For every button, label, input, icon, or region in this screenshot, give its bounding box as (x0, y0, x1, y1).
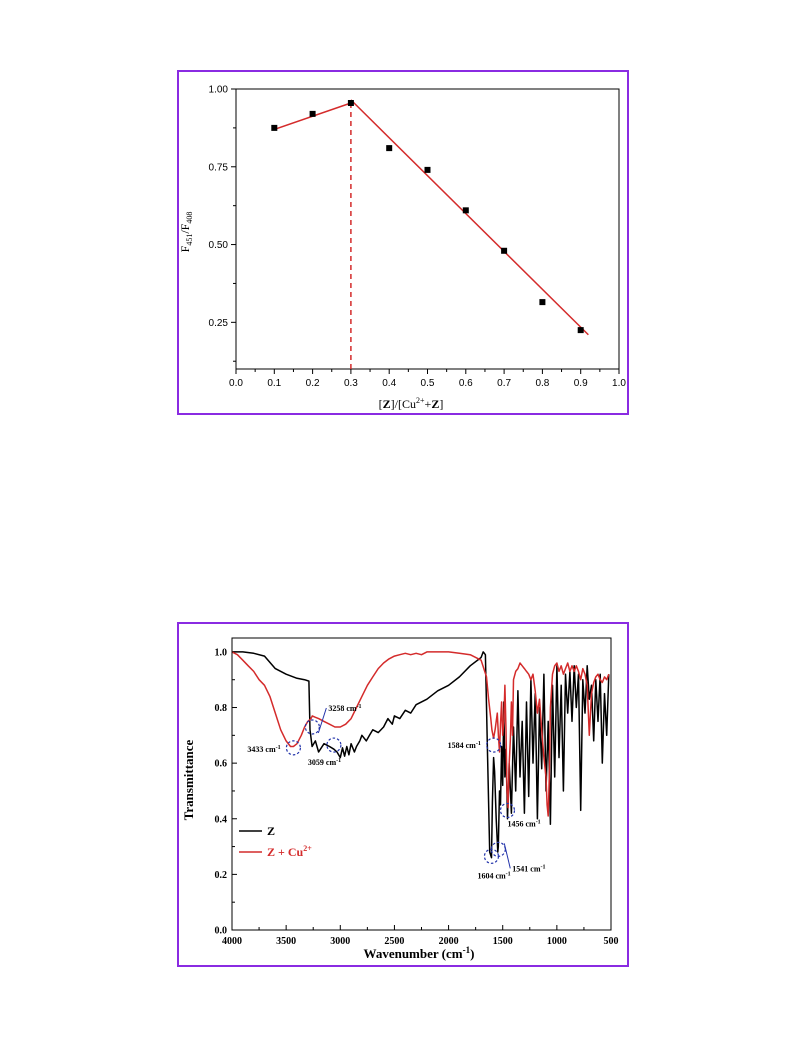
data-point (462, 207, 469, 214)
peak-label: 1604 cm-1 (477, 871, 510, 880)
data-point (424, 166, 431, 173)
peak-label: 3433 cm-1 (247, 745, 280, 754)
peak-label: 1456 cm-1 (507, 819, 540, 828)
ir-x-tick-label: 3000 (330, 936, 350, 947)
data-point (271, 124, 278, 131)
peak-label: 1584 cm-1 (448, 741, 481, 750)
ir-y-tick-label: 0.0 (215, 926, 228, 937)
job-plot-y-axis-title: F451/F408 (179, 212, 194, 253)
ir-series-line (231, 651, 610, 817)
peak-label: 3258 cm-1 (328, 704, 361, 713)
x-tick-label: 0.8 (535, 378, 549, 389)
ir-x-tick-label: 4000 (222, 936, 242, 947)
job-plot-x-axis-title: [Z]/[Cu2++Z] (379, 396, 444, 411)
x-tick-label: 0.2 (306, 378, 320, 389)
x-tick-label: 1.0 (612, 378, 626, 389)
peak-arrow (503, 843, 511, 869)
x-tick-label: 0.3 (344, 378, 358, 389)
data-point (539, 299, 546, 306)
peak-label: 1541 cm-1 (512, 864, 545, 873)
x-tick-label: 0.0 (229, 378, 243, 389)
x-tick-label: 0.4 (382, 378, 396, 389)
peak-highlight-circle (304, 719, 320, 735)
y-tick-label: 0.50 (209, 240, 229, 251)
ir-legend: Z Z + Cu2+ (239, 824, 312, 859)
ir-y-tick-label: 1.0 (215, 647, 228, 658)
ir-x-tick-label: 2000 (439, 936, 459, 947)
ir-x-tick-label: 500 (604, 936, 619, 947)
ir-x-tick-label: 1000 (547, 936, 567, 947)
peak-arrow (317, 707, 327, 734)
ir-y-axis-title: Transmittance (181, 739, 196, 820)
y-tick-label: 0.25 (209, 318, 229, 329)
legend-z-label: Z (267, 824, 275, 838)
ir-y-tick-label: 0.2 (215, 870, 228, 881)
peak-highlight-circle (285, 740, 301, 756)
ir-x-tick-label: 1500 (493, 936, 513, 947)
ir-y-tick-label: 0.8 (215, 703, 228, 714)
ir-spectrum-chart: Transmittance Wavenumber (cm-1) Z Z + Cu… (181, 637, 619, 961)
y-tick-label: 0.75 (209, 162, 229, 173)
job-plot-panel: F451/F408 [Z]/[Cu2++Z] 0.0 0.1 0.2 0.3 0.4 0.… (177, 70, 629, 415)
y-tick-label: 1.00 (209, 85, 229, 96)
ir-spectrum-panel: Transmittance Wavenumber (cm-1) Z Z + Cu… (177, 622, 629, 967)
data-point (309, 110, 316, 117)
x-tick-label: 0.7 (497, 378, 511, 389)
x-tick-label: 0.6 (459, 378, 473, 389)
peak-label: 3059 cm-1 (308, 758, 341, 767)
ir-series-line (232, 651, 610, 859)
legend-cu-label: Z + Cu2+ (267, 844, 312, 859)
job-plot-chart: F451/F408 [Z]/[Cu2++Z] 0.0 0.1 0.2 0.3 0.4 0.… (179, 85, 626, 412)
fit-line (350, 99, 589, 336)
ir-y-tick-label: 0.6 (215, 759, 228, 770)
x-tick-label: 0.9 (574, 378, 588, 389)
peak-highlight-circle (499, 802, 516, 819)
x-tick-label: 0.1 (267, 378, 281, 389)
ir-x-tick-label: 3500 (276, 936, 296, 947)
job-plot-frame (235, 88, 620, 370)
ir-x-tick-label: 2500 (384, 936, 404, 947)
ir-plot-frame (231, 637, 612, 931)
ir-y-tick-label: 0.4 (215, 814, 228, 825)
data-point (386, 145, 393, 152)
data-point (347, 100, 354, 106)
ir-x-axis-title: Wavenumber (cm-1) (364, 945, 475, 961)
data-point (501, 247, 508, 254)
data-point (577, 327, 584, 334)
x-tick-label: 0.5 (421, 378, 435, 389)
